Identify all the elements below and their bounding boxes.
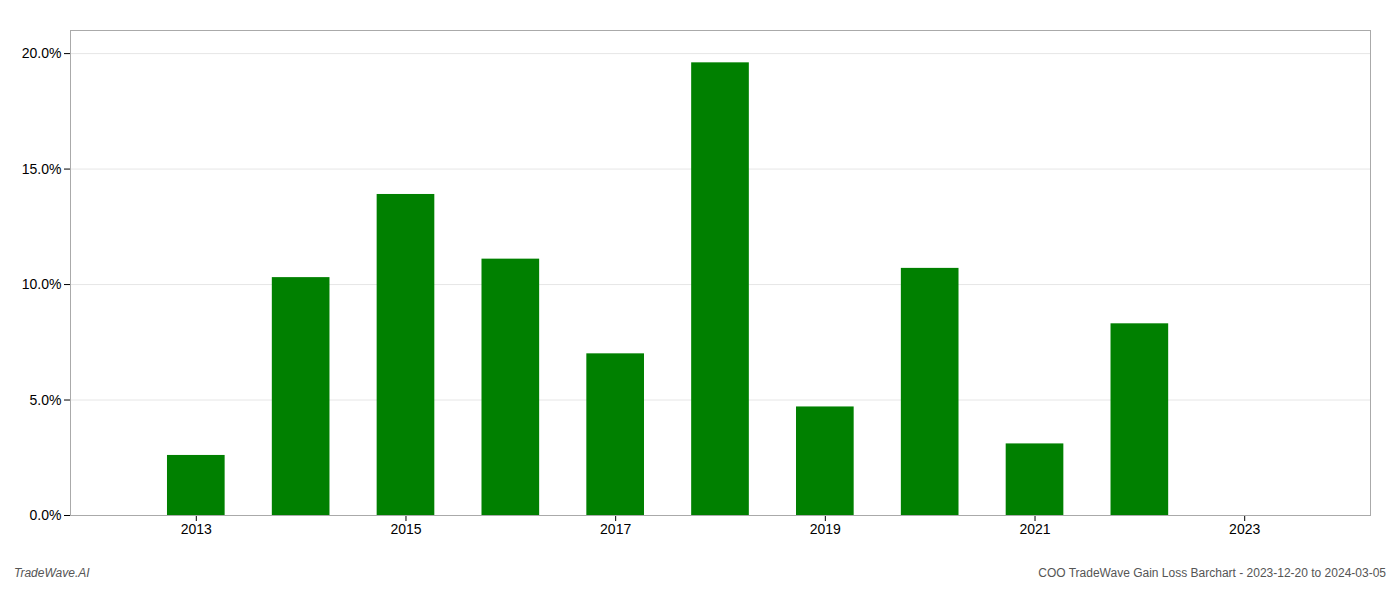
html-text:COO TradeWave Gain Loss Barcha: COO TradeWave Gain Loss Barchart - 2023-… xyxy=(1038,566,1386,580)
svg-text:20.0%: 20.0% xyxy=(22,45,62,61)
svg-text:2017: 2017 xyxy=(600,521,631,537)
svg-text:15.0%: 15.0% xyxy=(22,161,62,177)
svg-text:10.0%: 10.0% xyxy=(22,276,62,292)
html-text:TradeWave.AI: TradeWave.AI xyxy=(14,566,90,580)
svg-text:5.0%: 5.0% xyxy=(30,392,62,408)
svg-text:2023: 2023 xyxy=(1229,521,1260,537)
svg-text:2019: 2019 xyxy=(810,521,841,537)
svg-text:2013: 2013 xyxy=(181,521,212,537)
svg-text:2015: 2015 xyxy=(390,521,421,537)
svg-text:0.0%: 0.0% xyxy=(30,507,62,523)
svg-text:2021: 2021 xyxy=(1019,521,1050,537)
